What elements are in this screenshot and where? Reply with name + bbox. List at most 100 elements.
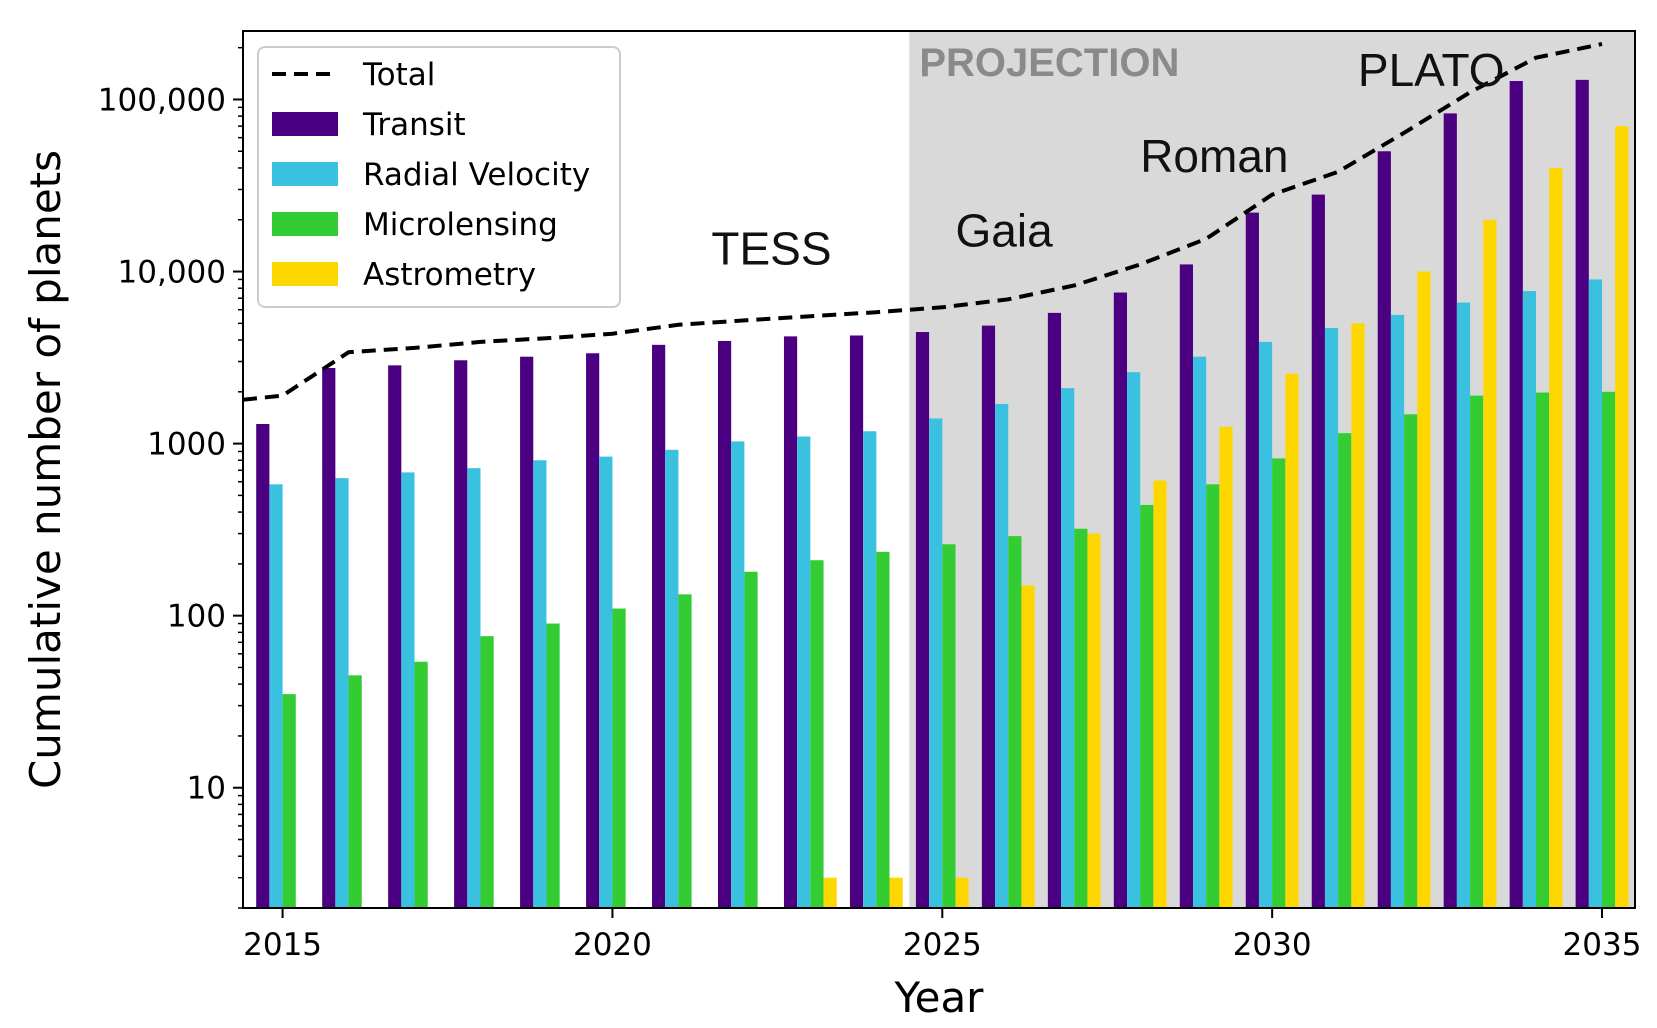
bar-radial-velocity-2026: [995, 403, 1009, 908]
x-axis-title: Year: [894, 973, 985, 1022]
bar-transit-2029: [1179, 264, 1193, 908]
bar-transit-2031: [1311, 194, 1325, 909]
bar-transit-2030: [1245, 212, 1259, 909]
bar-microlensing-2016: [348, 675, 362, 908]
bar-radial-velocity-2031: [1324, 327, 1339, 908]
bar-radial-velocity-2029: [1192, 356, 1207, 908]
bar-transit-2020: [586, 353, 600, 908]
bar-astrometry-2023: [823, 877, 837, 908]
bar-radial-velocity-2027: [1061, 388, 1075, 909]
bar-radial-velocity-2019: [533, 460, 547, 908]
bar-microlensing-2015: [282, 694, 296, 908]
legend-label-astrometry: Astrometry: [363, 257, 536, 293]
legend-swatch-radial-velocity: [272, 162, 338, 186]
bar-transit-2016: [322, 368, 336, 909]
bar-astrometry-2032: [1417, 271, 1431, 908]
legend-label-transit: Transit: [362, 107, 466, 143]
bar-microlensing-2035: [1602, 391, 1616, 908]
bar-transit-2025: [915, 332, 930, 909]
bar-transit-2024: [849, 335, 864, 908]
total-line: [242, 42, 1603, 402]
bar-astrometry-2033: [1483, 219, 1497, 908]
bar-astrometry-2030: [1285, 373, 1299, 908]
bar-microlensing-2019: [546, 623, 560, 908]
bar-radial-velocity-2018: [467, 468, 481, 908]
x-tick-label-2030: 2030: [1233, 927, 1312, 963]
bar-radial-velocity-2021: [665, 449, 679, 908]
bar-transit-2033: [1443, 113, 1457, 909]
bar-transit-2028: [1113, 292, 1128, 908]
y-tick-label-100000: 100,000: [98, 82, 226, 118]
bar-transit-2018: [454, 360, 468, 908]
bar-radial-velocity-2035: [1588, 279, 1603, 908]
legend: Total Transit Radial Velocity Microlensing A…: [257, 46, 621, 308]
annotation-tess: TESS: [711, 222, 831, 274]
legend-swatch-microlensing: [272, 212, 338, 236]
x-tick-label-2035: 2035: [1563, 927, 1642, 963]
legend-swatch-astrometry: [272, 262, 338, 286]
annotation-gaia: Gaia: [955, 204, 1053, 256]
bar-transit-2023: [783, 336, 798, 909]
bar-radial-velocity-2015: [269, 484, 283, 908]
legend-swatch-transit: [272, 112, 338, 136]
x-tick-label-2025: 2025: [903, 927, 982, 963]
legend-label-total: Total: [362, 57, 435, 93]
bar-microlensing-2025: [942, 544, 956, 908]
bar-microlensing-2020: [612, 608, 626, 908]
bar-transit-2017: [388, 365, 402, 908]
bar-microlensing-2030: [1272, 458, 1286, 908]
bar-transit-2022: [717, 340, 732, 908]
bar-microlensing-2034: [1536, 392, 1550, 909]
bar-microlensing-2021: [678, 594, 692, 908]
bar-radial-velocity-2023: [797, 436, 811, 908]
bar-radial-velocity-2028: [1127, 372, 1141, 908]
bar-astrometry-2035: [1615, 126, 1629, 909]
x-tick-label-2015: 2015: [243, 927, 322, 963]
legend-label-radial-velocity: Radial Velocity: [363, 157, 590, 193]
annotation-plato: PLATO: [1358, 44, 1505, 96]
bar-transit-2026: [981, 325, 996, 908]
bar-astrometry-2027: [1087, 533, 1101, 908]
bar-microlensing-2027: [1074, 528, 1088, 908]
bar-microlensing-2024: [876, 551, 890, 908]
bar-radial-velocity-2032: [1390, 314, 1405, 908]
axes-frame: [242, 30, 1636, 909]
bar-radial-velocity-2017: [401, 472, 415, 908]
annotation-roman: Roman: [1140, 130, 1288, 182]
bar-radial-velocity-2024: [863, 431, 877, 908]
bar-microlensing-2017: [414, 661, 428, 908]
bar-transit-2034: [1509, 81, 1523, 908]
bar-microlensing-2026: [1008, 536, 1022, 908]
y-tick-label-1000: 1000: [147, 427, 226, 463]
bar-transit-2035: [1575, 79, 1589, 908]
bar-microlensing-2032: [1404, 414, 1418, 908]
y-axis-title: Cumulative number of planets: [21, 150, 70, 789]
bar-transit-2019: [520, 356, 534, 908]
bar-radial-velocity-2034: [1522, 291, 1537, 908]
bar-transit-2015: [256, 423, 270, 908]
bar-microlensing-2029: [1206, 484, 1220, 908]
bar-astrometry-2029: [1219, 426, 1233, 908]
bar-astrometry-2028: [1153, 480, 1167, 908]
bar-transit-2021: [652, 344, 666, 908]
projection-label: PROJECTION: [919, 41, 1179, 85]
bar-astrometry-2026: [1021, 585, 1035, 908]
legend-label-microlensing: Microlensing: [363, 207, 558, 243]
bar-radial-velocity-2025: [929, 418, 943, 908]
y-tick-label-100: 100: [167, 599, 226, 635]
bar-astrometry-2034: [1549, 167, 1563, 909]
bar-radial-velocity-2020: [599, 456, 613, 908]
bar-radial-velocity-2022: [731, 441, 745, 908]
bar-radial-velocity-2016: [335, 478, 349, 908]
x-tick-label-2020: 2020: [573, 927, 652, 963]
bar-radial-velocity-2033: [1456, 302, 1471, 908]
bar-microlensing-2022: [744, 571, 758, 908]
legend-box: [257, 46, 621, 308]
bar-microlensing-2023: [810, 560, 824, 908]
bar-astrometry-2024: [889, 877, 903, 908]
bar-astrometry-2031: [1351, 323, 1365, 908]
bar-microlensing-2018: [480, 636, 494, 908]
bar-transit-2032: [1377, 151, 1391, 908]
